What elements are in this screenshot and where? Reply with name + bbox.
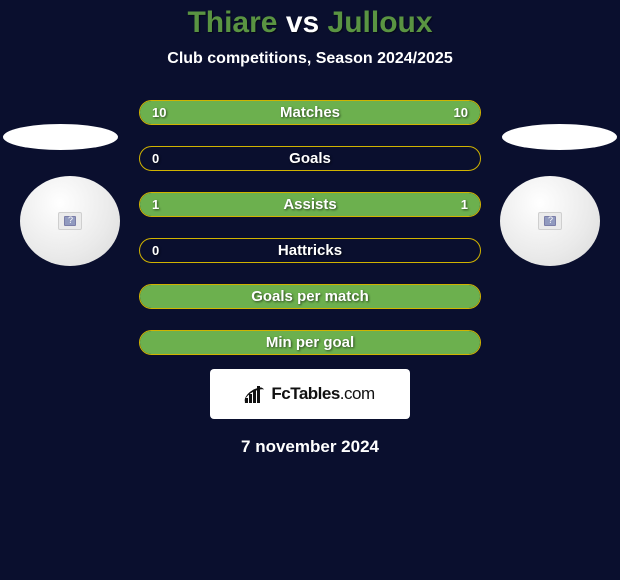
bar-value-left: 0: [152, 243, 159, 258]
bar-value-left: 0: [152, 151, 159, 166]
placeholder-icon: [538, 212, 562, 230]
date-text: 7 november 2024: [0, 437, 620, 457]
vs-text: vs: [286, 6, 319, 39]
player1-avatar: [20, 176, 120, 266]
bar-label: Goals: [289, 150, 331, 167]
bar-label: Matches: [280, 104, 340, 121]
placeholder-icon: [58, 212, 82, 230]
logo-text-bold: FcTables: [271, 384, 339, 403]
decor-oval-left: [3, 124, 118, 150]
bar-value-right: 1: [461, 197, 468, 212]
page-title: Thiare vs Julloux: [0, 6, 620, 40]
stat-bar: Min per goal: [139, 330, 481, 355]
player1-name: Thiare: [187, 6, 277, 39]
bar-label: Assists: [283, 196, 336, 213]
stat-bar: 10 Matches 10: [139, 100, 481, 125]
bar-value-left: 10: [152, 105, 166, 120]
bar-value-left: 1: [152, 197, 159, 212]
player2-name: Julloux: [328, 6, 433, 39]
logo-text-light: .com: [340, 384, 375, 403]
logo-chart-icon: [245, 385, 267, 403]
stat-bar: Goals per match: [139, 284, 481, 309]
decor-oval-right: [502, 124, 617, 150]
stat-bar: 0 Goals: [139, 146, 481, 171]
stat-bar: 0 Hattricks: [139, 238, 481, 263]
bar-label: Min per goal: [266, 334, 354, 351]
logo-text: FcTables.com: [271, 384, 374, 404]
stat-bar: 1 Assists 1: [139, 192, 481, 217]
bar-label: Goals per match: [251, 288, 369, 305]
stats-bars: 10Matches100Goals1Assists10HattricksGoal…: [139, 100, 481, 355]
subtitle: Club competitions, Season 2024/2025: [0, 50, 620, 68]
logo-box: FcTables.com: [210, 369, 410, 419]
bar-value-right: 10: [454, 105, 468, 120]
header: Thiare vs Julloux Club competitions, Sea…: [0, 0, 620, 68]
player2-avatar: [500, 176, 600, 266]
bar-label: Hattricks: [278, 242, 342, 259]
